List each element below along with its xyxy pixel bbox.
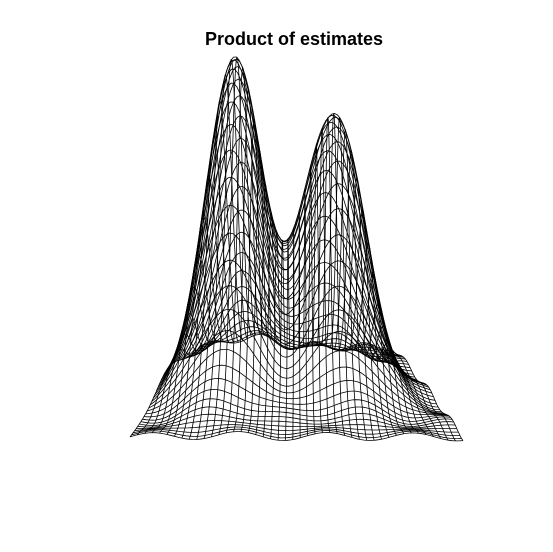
mesh-row-line [131, 428, 462, 440]
mesh-column-line [384, 349, 449, 441]
mesh-column-line [379, 348, 442, 439]
mesh-row-line [140, 398, 453, 425]
mesh-column-line [311, 143, 323, 433]
mesh-column-line [292, 227, 295, 440]
mesh-column-line [129, 346, 201, 438]
mesh-column-line [366, 342, 419, 434]
mesh-column-line [358, 303, 405, 434]
mesh-column-line [166, 254, 222, 435]
mesh-column-line [218, 56, 252, 435]
mesh-column-line [324, 113, 345, 436]
mesh-column-line [285, 238, 291, 441]
mesh-row-line [154, 232, 439, 408]
mesh-column-line [188, 135, 235, 440]
mesh-row-line [149, 308, 443, 414]
chart-title: Product of estimates [204, 29, 384, 49]
mesh-row-line [153, 259, 440, 410]
mesh-row-line [156, 204, 437, 405]
mesh-column-line [341, 177, 375, 441]
mesh-column-line [255, 184, 273, 435]
mesh-row-line [137, 413, 456, 429]
mesh-column-line [371, 344, 427, 435]
mesh-row-line [196, 330, 397, 355]
mesh-column-line [306, 165, 316, 434]
mesh-row-line [143, 377, 450, 419]
mesh-row-line [159, 149, 434, 397]
mesh-row-line [192, 311, 401, 357]
mesh-row-line [148, 330, 445, 415]
mesh-column-line [362, 325, 412, 434]
mesh-column-line [392, 350, 464, 441]
mesh-row-line [136, 420, 457, 430]
mesh-row-line [134, 424, 459, 433]
mesh-column-line [144, 333, 209, 434]
mesh-row-line [174, 95, 418, 382]
mesh-column-line [345, 209, 382, 440]
mesh-column-line [137, 343, 205, 436]
mesh-column-line [332, 128, 360, 440]
mesh-row-line [146, 348, 446, 415]
mesh-row-line [157, 176, 436, 401]
mesh-column-line [349, 242, 390, 438]
mesh-row-line [145, 364, 448, 416]
mesh-column-line [319, 117, 338, 434]
mesh-column-line [196, 100, 239, 440]
surface-mesh [129, 56, 464, 442]
mesh-column-line [328, 117, 353, 438]
mesh-row-line [189, 286, 404, 361]
mesh-row-line [139, 406, 454, 427]
mesh-column-line [277, 240, 287, 441]
mesh-column-line [174, 216, 226, 437]
mesh-column-line [336, 149, 368, 441]
mesh-column-line [315, 128, 331, 433]
mesh-column-line [211, 59, 248, 438]
mesh-column-line [302, 187, 308, 436]
mesh-row-line [142, 388, 451, 422]
mesh-row-line [151, 285, 442, 412]
mesh-column-line [388, 350, 456, 442]
mesh-row-line [182, 209, 411, 368]
mesh-column-line [225, 67, 257, 433]
mesh-column-line [354, 275, 397, 436]
mesh-column-line [270, 231, 282, 439]
mesh-column-line [240, 118, 265, 432]
mesh-column-line [248, 151, 269, 433]
mesh-row-line [129, 431, 464, 442]
mesh-row-line [133, 426, 460, 437]
mesh-column-line [203, 74, 244, 439]
mesh-column-line [298, 209, 301, 438]
mesh-column-line [151, 313, 214, 433]
